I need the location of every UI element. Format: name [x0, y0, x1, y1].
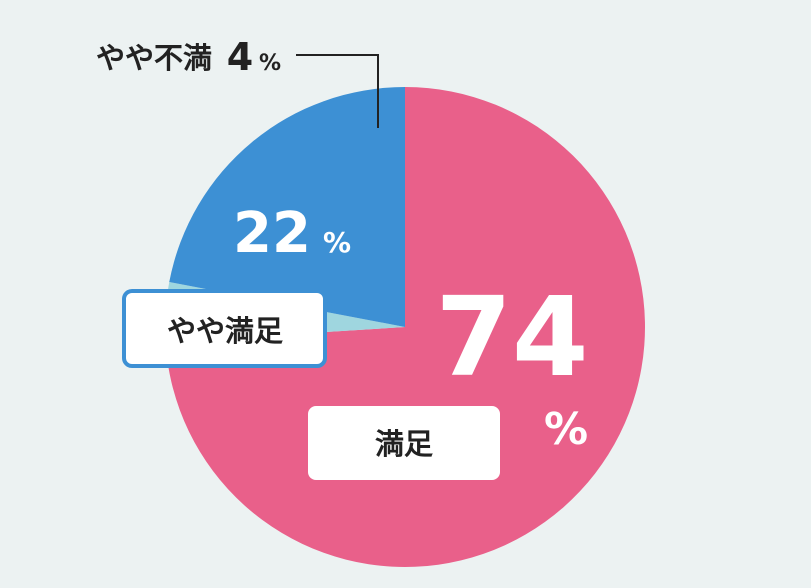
slice-manzoku: [165, 87, 646, 568]
slice-label-yayafuman: やや不満: [96, 41, 212, 75]
slice-label-yayamanzoku: やや満足: [167, 314, 283, 348]
data-label-yayafuman-value: 4: [227, 35, 253, 79]
slice-label-manzoku: 満足: [375, 427, 433, 461]
data-label-yayamanzoku-unit: %: [323, 226, 351, 259]
data-label-yayamanzoku-value: 22: [233, 201, 311, 266]
slice-yayamanzoku: [169, 87, 405, 327]
label-box-manzoku: [308, 406, 500, 480]
data-label-manzoku-unit: %: [544, 404, 588, 455]
data-label-manzoku-value: 74: [435, 273, 588, 401]
leader-line-yayafuman: [296, 54, 379, 128]
label-box-yayamanzoku: [122, 289, 327, 368]
data-label-yayafuman-unit: %: [259, 51, 281, 76]
